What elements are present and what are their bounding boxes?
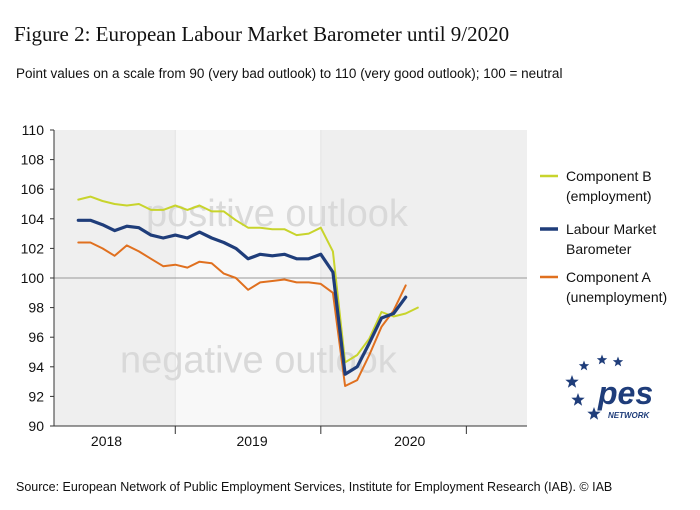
logo-star-icon — [565, 375, 579, 388]
y-tick-label: 98 — [28, 300, 44, 316]
axes: 90 92 94 96 98 100 102 104 106 108 110 2018 2019 2020 — [21, 122, 527, 449]
x-tick-label: 2018 — [91, 433, 122, 449]
logo-stars-icon — [565, 354, 624, 420]
x-tick-label: 2019 — [236, 433, 267, 449]
logo-text: pes — [597, 375, 653, 411]
series-line-barometer — [76, 218, 408, 376]
chart-title: Figure 2: European Labour Market Baromet… — [14, 22, 510, 46]
y-tick-label: 104 — [21, 211, 45, 227]
source-note: Source: European Network of Public Emplo… — [16, 480, 613, 494]
legend-label: Component A — [566, 269, 651, 285]
legend-label: Labour Market — [566, 221, 656, 237]
y-tick-label: 96 — [28, 329, 44, 345]
legend: Component B (employment) Labour Market Baro… — [540, 168, 667, 305]
series-line-component-a — [77, 241, 407, 387]
y-tick-label: 110 — [22, 122, 45, 138]
y-tick-label: 102 — [21, 240, 45, 256]
legend-label: (unemployment) — [566, 289, 667, 305]
logo-star-icon — [596, 354, 608, 365]
logo-star-icon — [587, 407, 601, 420]
y-tick-label: 94 — [28, 359, 44, 375]
x-tick-label: 2020 — [394, 433, 425, 449]
series-lines — [76, 195, 419, 387]
legend-label: Component B — [566, 168, 652, 184]
logo-star-icon — [612, 356, 624, 367]
y-tick-label: 100 — [21, 270, 45, 286]
legend-label: (employment) — [566, 188, 652, 204]
pes-network-logo: pes NETWORK — [565, 354, 653, 420]
chart-subtitle: Point values on a scale from 90 (very ba… — [16, 66, 563, 81]
watermark-negative: negative outlook — [120, 340, 398, 382]
series-line-component-b — [77, 195, 419, 364]
y-tick-label: 106 — [21, 181, 45, 197]
y-tick-label: 90 — [28, 418, 44, 434]
logo-star-icon — [571, 393, 585, 406]
logo-subtext: NETWORK — [608, 411, 651, 420]
y-tick-label: 108 — [21, 152, 45, 168]
legend-label: Barometer — [566, 241, 632, 257]
logo-star-icon — [578, 360, 590, 371]
chart: positive outlook negative outlook 909294… — [21, 122, 668, 449]
y-tick-label: 92 — [28, 388, 44, 404]
